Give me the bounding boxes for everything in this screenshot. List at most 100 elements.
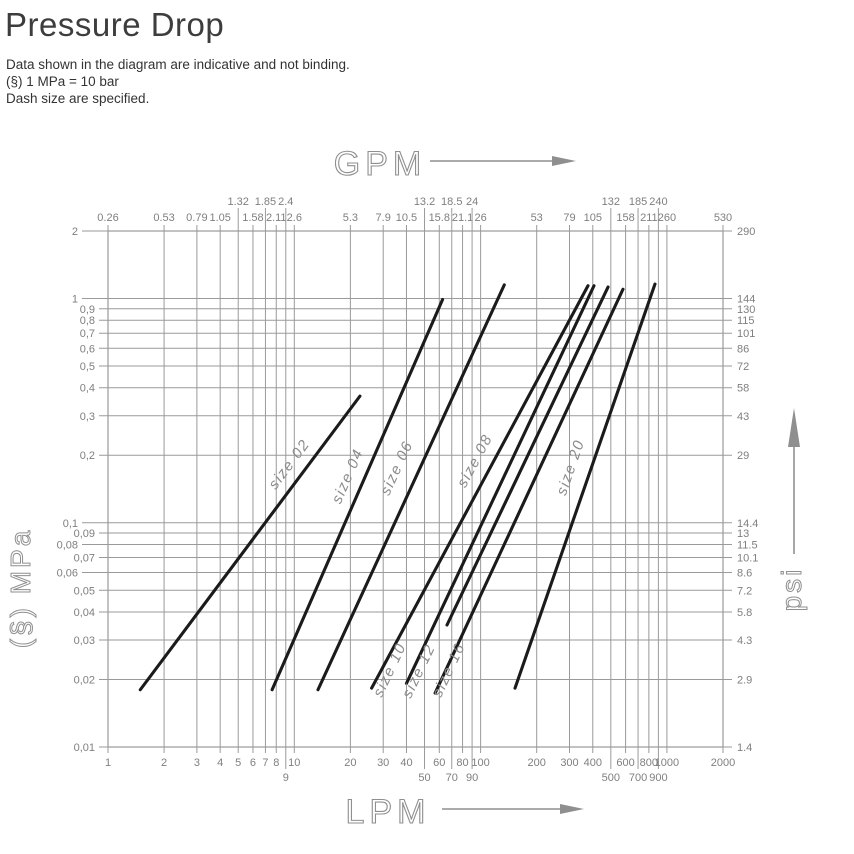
bottom-tick-label: 2 — [161, 757, 167, 769]
plot-border — [107, 230, 724, 748]
top-tick-label: 10.5 — [396, 212, 417, 224]
bottom-tick-label: 4 — [217, 757, 223, 769]
axis-title-psi: psi — [776, 567, 807, 612]
bottom-tick-label: 7 — [262, 757, 268, 769]
left-tick-label: 0,5 — [80, 361, 95, 373]
left-tick-label: 0,4 — [80, 383, 95, 395]
bottom-tick-label: 5 — [235, 757, 241, 769]
top-tick-label: 185 — [629, 196, 647, 208]
page-title: Pressure Drop — [5, 6, 225, 43]
left-tick-label: 0,07 — [74, 552, 95, 564]
top-tick-label: 26 — [474, 212, 486, 224]
top-tick-label: 53 — [531, 212, 543, 224]
right-tick-label: 144 — [737, 294, 755, 306]
bottom-tick-label: 1000 — [655, 757, 679, 769]
bottom-tick-label: 100 — [471, 757, 489, 769]
right-tick-label: 2.9 — [737, 674, 752, 686]
series-line-size-12 — [445, 285, 610, 627]
right-tick-label: 13 — [737, 528, 749, 540]
bottom-tick-label: 80 — [456, 757, 468, 769]
bottom-tick-label: 6 — [250, 757, 256, 769]
series-label-size-08: size 08 — [454, 431, 496, 490]
left-tick-label: 0,08 — [57, 539, 78, 551]
bottom-tick-label: 10 — [288, 757, 300, 769]
bottom-tick-label: 70 — [446, 772, 458, 784]
bottom-tick-label: 50 — [418, 772, 430, 784]
bottom-tick-label: 40 — [400, 757, 412, 769]
top-tick-label: 79 — [563, 212, 575, 224]
series-line-size-02 — [138, 394, 362, 692]
left-tick-label: 0,7 — [80, 328, 95, 340]
right-tick-label: 86 — [737, 343, 749, 355]
top-tick-label: 0.53 — [153, 212, 174, 224]
series-line-size-10 — [404, 284, 596, 686]
notes-block: Data shown in the diagram are indicative… — [6, 56, 350, 107]
right-tick-label: 4.3 — [737, 635, 752, 647]
note-line-2: (§) 1 MPa = 10 bar — [6, 74, 119, 89]
top-tick-label: 1.85 — [255, 196, 276, 208]
left-tick-label: 0,03 — [74, 635, 95, 647]
left-tick-label: 2 — [72, 226, 78, 238]
top-tick-label: 7.9 — [376, 212, 391, 224]
axis-title-lpm: LPM — [346, 793, 431, 831]
right-tick-label: 290 — [737, 226, 755, 238]
bottom-tick-label: 30 — [377, 757, 389, 769]
top-tick-label: 132 — [602, 196, 620, 208]
bottom-tick-label: 200 — [528, 757, 546, 769]
right-tick-label: 7.2 — [737, 585, 752, 597]
right-tick-label: 8.6 — [737, 568, 752, 580]
left-tick-label: 1 — [72, 294, 78, 306]
left-tick-label: 0,1 — [63, 518, 78, 530]
top-tick-label: 1.05 — [209, 212, 230, 224]
left-tick-label: 0,02 — [74, 674, 95, 686]
series-line-size-08 — [370, 284, 590, 690]
bottom-tick-label: 600 — [616, 757, 634, 769]
left-tick-label: 0,01 — [74, 742, 95, 754]
right-tick-label: 14.4 — [737, 518, 758, 530]
bottom-tick-label: 8 — [273, 757, 279, 769]
left-tick-label: 0,2 — [80, 450, 95, 462]
top-tick-label: 18.5 — [441, 196, 462, 208]
top-tick-label: 530 — [714, 212, 732, 224]
bottom-tick-label: 300 — [560, 757, 578, 769]
top-tick-label: 105 — [584, 212, 602, 224]
top-tick-label: 0.26 — [97, 212, 118, 224]
right-tick-label: 72 — [737, 361, 749, 373]
series-line-size-16 — [433, 287, 625, 695]
lpm-arrowhead-icon — [560, 804, 584, 814]
left-tick-label: 0,09 — [74, 528, 95, 540]
right-tick-label: 101 — [737, 328, 755, 340]
top-tick-label: 1.32 — [228, 196, 249, 208]
left-tick-label: 0,3 — [80, 411, 95, 423]
top-tick-label: 0.79 — [186, 212, 207, 224]
top-tick-label: 15.8 — [429, 212, 450, 224]
note-line-1: Data shown in the diagram are indicative… — [6, 57, 350, 72]
top-tick-label: 2.11 — [266, 212, 287, 224]
bottom-tick-label: 20 — [344, 757, 356, 769]
left-tick-label: 0,05 — [74, 585, 95, 597]
top-tick-label: 158 — [616, 212, 634, 224]
top-tick-label: 1.58 — [242, 212, 263, 224]
right-tick-label: 115 — [737, 315, 755, 327]
left-tick-label: 0,6 — [80, 343, 95, 355]
bottom-tick-label: 90 — [466, 772, 478, 784]
left-tick-label: 0,04 — [74, 607, 95, 619]
bottom-tick-label: 500 — [602, 772, 620, 784]
bottom-tick-label: 700 — [629, 772, 647, 784]
bottom-tick-label: 1 — [105, 757, 111, 769]
top-tick-label: 13.2 — [414, 196, 435, 208]
note-line-3: Dash size are specified. — [6, 91, 150, 106]
right-tick-label: 5.8 — [737, 607, 752, 619]
right-tick-label: 10.1 — [737, 552, 758, 564]
left-tick-label: 0,8 — [80, 315, 95, 327]
axis-title-mpa: (§) MPa — [5, 528, 36, 649]
right-tick-label: 1.4 — [737, 742, 752, 754]
bottom-tick-label: 9 — [283, 772, 289, 784]
top-tick-label: 5.3 — [343, 212, 358, 224]
left-tick-label: 0,9 — [80, 304, 95, 316]
axis-title-gpm: GPM — [334, 145, 426, 183]
top-tick-label: 260 — [658, 212, 676, 224]
series-line-size-04 — [270, 297, 445, 692]
